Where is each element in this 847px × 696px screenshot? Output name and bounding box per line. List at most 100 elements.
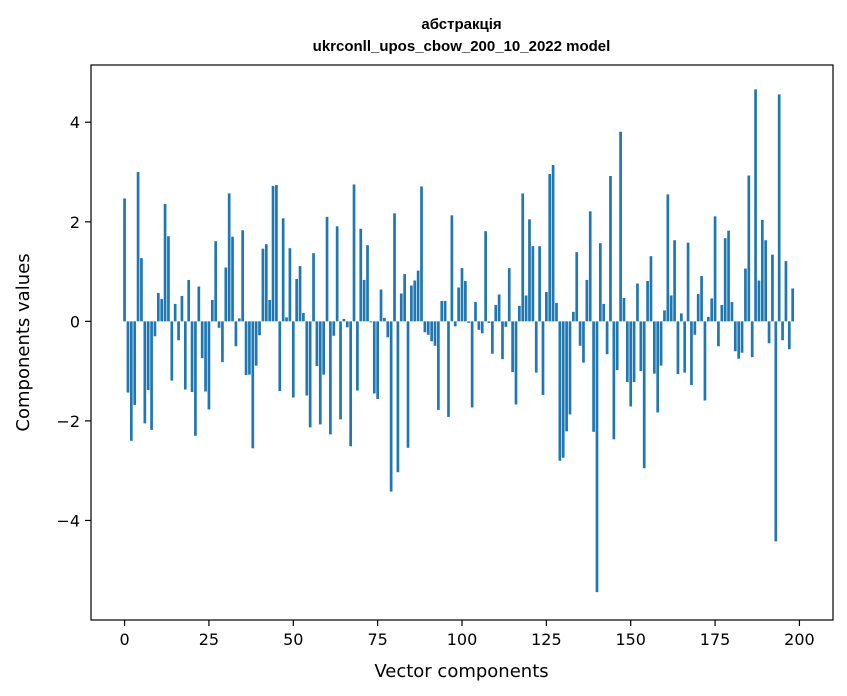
bar-125 bbox=[545, 291, 548, 322]
bar-176 bbox=[717, 321, 720, 347]
bar-50 bbox=[291, 321, 295, 398]
bar-155 bbox=[646, 281, 649, 322]
bar-28 bbox=[217, 321, 221, 328]
bar-80 bbox=[393, 213, 396, 322]
bars-group bbox=[123, 89, 795, 593]
bar-138 bbox=[588, 211, 592, 322]
bar-187 bbox=[754, 89, 757, 322]
x-tick-label: 150 bbox=[615, 630, 646, 649]
bar-195 bbox=[781, 321, 784, 341]
bar-70 bbox=[359, 228, 363, 322]
bar-48 bbox=[285, 317, 288, 322]
y-axis-ticks: −4 −2 0 2 4 bbox=[56, 113, 91, 530]
bar-18 bbox=[183, 321, 187, 390]
bar-189 bbox=[760, 219, 764, 322]
bar-101 bbox=[464, 281, 467, 322]
bar-88 bbox=[420, 186, 423, 322]
bar-135 bbox=[578, 321, 582, 346]
bar-89 bbox=[423, 321, 427, 333]
bar-83 bbox=[403, 274, 406, 322]
bar-165 bbox=[679, 313, 683, 322]
bar-90 bbox=[426, 321, 430, 335]
bar-26 bbox=[210, 299, 214, 322]
bar-61 bbox=[329, 321, 332, 435]
bar-76 bbox=[379, 289, 383, 322]
bar-149 bbox=[625, 321, 629, 383]
bar-49 bbox=[288, 248, 292, 322]
bar-179 bbox=[727, 230, 730, 322]
bar-66 bbox=[345, 321, 349, 328]
bar-56 bbox=[312, 253, 315, 322]
bar-109 bbox=[491, 321, 494, 354]
bar-146 bbox=[615, 321, 619, 371]
bar-17 bbox=[180, 295, 184, 322]
bar-72 bbox=[366, 245, 369, 322]
bar-114 bbox=[507, 268, 511, 322]
chart-subtitle: ukrconll_upos_cbow_200_10_2022 model bbox=[313, 38, 611, 55]
bar-121 bbox=[531, 246, 535, 322]
bar-3 bbox=[133, 321, 137, 405]
bar-52 bbox=[298, 266, 302, 322]
x-tick-label: 200 bbox=[784, 630, 815, 649]
bar-143 bbox=[605, 321, 609, 355]
bar-193 bbox=[774, 321, 778, 542]
y-tick-label: 2 bbox=[70, 213, 80, 232]
bar-148 bbox=[622, 297, 626, 322]
bar-87 bbox=[416, 270, 420, 322]
bar-23 bbox=[200, 321, 204, 359]
bar-128 bbox=[555, 302, 558, 322]
bar-129 bbox=[558, 321, 562, 461]
bar-196 bbox=[784, 261, 788, 322]
x-axis-label: Vector components bbox=[374, 661, 548, 682]
bar-45 bbox=[275, 184, 278, 322]
bar-97 bbox=[450, 215, 454, 322]
bar-133 bbox=[572, 311, 575, 322]
bar-130 bbox=[561, 321, 565, 458]
bar-32 bbox=[231, 236, 234, 322]
bar-31 bbox=[227, 193, 231, 322]
y-tick-label: 0 bbox=[70, 312, 80, 331]
bar-184 bbox=[744, 268, 747, 322]
bar-124 bbox=[541, 321, 545, 396]
bar-178 bbox=[723, 238, 727, 322]
bar-159 bbox=[659, 321, 663, 366]
bar-173 bbox=[706, 316, 710, 322]
bar-166 bbox=[683, 321, 687, 373]
bar-84 bbox=[406, 321, 410, 448]
bar-117 bbox=[518, 305, 521, 322]
bar-68 bbox=[352, 184, 356, 322]
bar-51 bbox=[295, 279, 299, 322]
bar-167 bbox=[686, 242, 690, 322]
bar-19 bbox=[187, 280, 191, 322]
bar-164 bbox=[676, 321, 680, 375]
bar-81 bbox=[396, 321, 400, 473]
bar-132 bbox=[568, 321, 572, 415]
bar-174 bbox=[710, 298, 714, 322]
bar-38 bbox=[251, 321, 255, 449]
bar-16 bbox=[177, 321, 180, 341]
bar-197 bbox=[787, 321, 791, 350]
bar-85 bbox=[410, 285, 413, 322]
bar-53 bbox=[302, 312, 305, 322]
bar-137 bbox=[585, 280, 589, 322]
bar-11 bbox=[160, 298, 164, 322]
bar-181 bbox=[733, 321, 737, 352]
bar-168 bbox=[690, 321, 693, 386]
bar-185 bbox=[747, 175, 751, 322]
bar-0 bbox=[123, 198, 126, 322]
bar-147 bbox=[619, 131, 622, 322]
bar-105 bbox=[477, 321, 481, 330]
bar-24 bbox=[204, 321, 207, 392]
bar-151 bbox=[632, 321, 636, 383]
x-tick-label: 125 bbox=[531, 630, 562, 649]
bar-96 bbox=[447, 321, 450, 417]
bar-106 bbox=[480, 321, 484, 334]
bar-25 bbox=[207, 321, 211, 410]
bar-154 bbox=[642, 321, 646, 469]
bar-42 bbox=[264, 244, 268, 322]
bar-161 bbox=[666, 194, 670, 322]
bar-156 bbox=[649, 256, 653, 322]
y-tick-label: −4 bbox=[56, 511, 80, 530]
bar-94 bbox=[440, 300, 444, 322]
bar-139 bbox=[592, 321, 595, 432]
